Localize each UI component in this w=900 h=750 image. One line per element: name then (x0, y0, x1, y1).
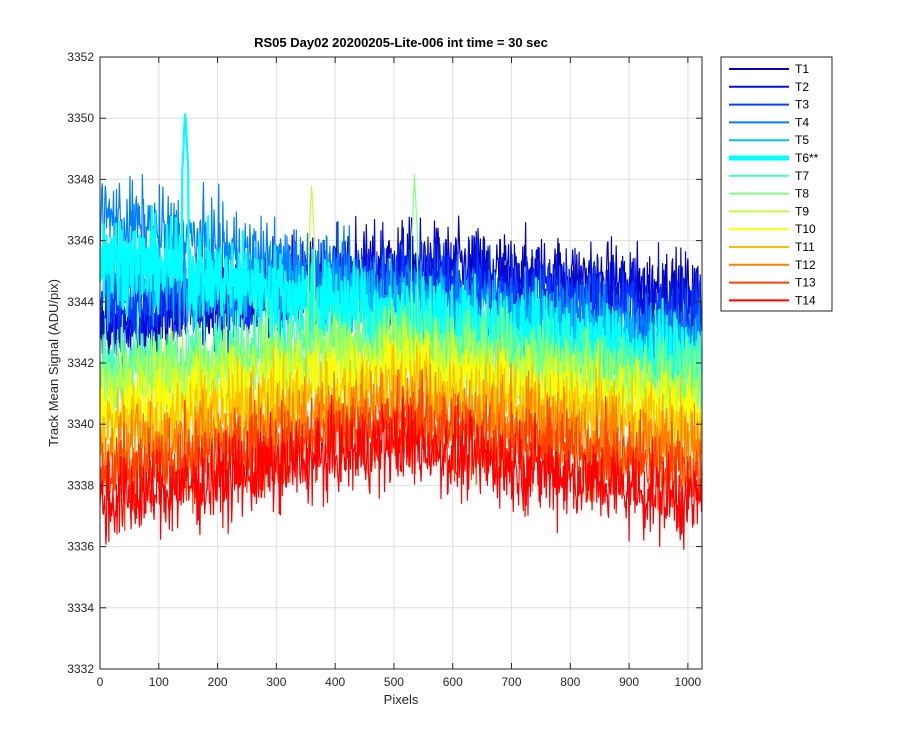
series-line-t14 (100, 394, 702, 551)
series-line-t2 (100, 215, 702, 360)
x-tick-label: 700 (502, 675, 522, 689)
plot-area: 0 100 200 300 400 500 600 700 800 900 1000 3332333… (67, 50, 703, 689)
y-tick-label: 3332 (67, 662, 94, 676)
legend-label: T3 (795, 98, 809, 112)
y-tick-label: 3344 (67, 295, 94, 309)
x-tick-label: 300 (266, 675, 286, 689)
legend-box (720, 56, 833, 312)
x-axis-ticks: 0 100 200 300 400 500 600 700 800 900 1000 (97, 57, 702, 689)
y-tick-label: 3340 (67, 417, 94, 431)
x-axis-label: Pixels (384, 692, 419, 707)
y-axis-label: Track Mean Signal (ADU/pix) (46, 279, 61, 447)
x-tick-label: 100 (149, 675, 169, 689)
legend-label: T7 (795, 169, 809, 183)
y-tick-label: 3342 (67, 356, 94, 370)
y-tick-label: 3350 (67, 111, 94, 125)
legend-label: T4 (795, 115, 809, 129)
legend: T1 T2 T3 T4 T5 T6** T7 T8 T9 T10 T11 T12 T13 T14 (720, 56, 833, 312)
x-tick-label: 800 (560, 675, 580, 689)
y-axis-ticks: 3332 3334 3336 3338 3340 3342 3344 3346 3348 3350… (67, 50, 702, 676)
legend-label: T9 (795, 204, 809, 218)
x-tick-label: 600 (443, 675, 463, 689)
series-line-t11 (100, 341, 702, 480)
chart-title: RS05 Day02 20200205-Lite-006 int time = … (254, 35, 548, 50)
x-tick-label: 1000 (675, 675, 702, 689)
series-line-t12 (100, 363, 702, 500)
legend-label: T5 (795, 133, 809, 147)
legend-label: T10 (795, 222, 816, 236)
legend-items: T1 T2 T3 T4 T5 T6** T7 T8 T9 T10 T11 T12 T13 T14 (729, 62, 819, 307)
series-lines (100, 113, 702, 551)
legend-label: T12 (795, 258, 816, 272)
x-tick-label: 400 (325, 675, 345, 689)
y-tick-label: 3334 (67, 601, 94, 615)
y-tick-label: 3352 (67, 50, 94, 64)
y-tick-label: 3336 (67, 540, 94, 554)
legend-label: T8 (795, 187, 809, 201)
legend-label: T11 (795, 240, 815, 254)
x-tick-label: 0 (97, 675, 104, 689)
y-tick-label: 3348 (67, 172, 94, 186)
legend-label: T14 (795, 293, 816, 307)
series-line-t7 (100, 289, 702, 426)
y-tick-label: 3338 (67, 478, 94, 492)
legend-label: T2 (795, 80, 809, 94)
x-tick-label: 900 (619, 675, 639, 689)
x-tick-label: 500 (384, 675, 404, 689)
legend-label: T6** (795, 151, 819, 165)
x-tick-label: 200 (208, 675, 228, 689)
legend-label: T1 (795, 62, 809, 76)
legend-label: T13 (795, 276, 816, 290)
y-tick-label: 3346 (67, 234, 94, 248)
